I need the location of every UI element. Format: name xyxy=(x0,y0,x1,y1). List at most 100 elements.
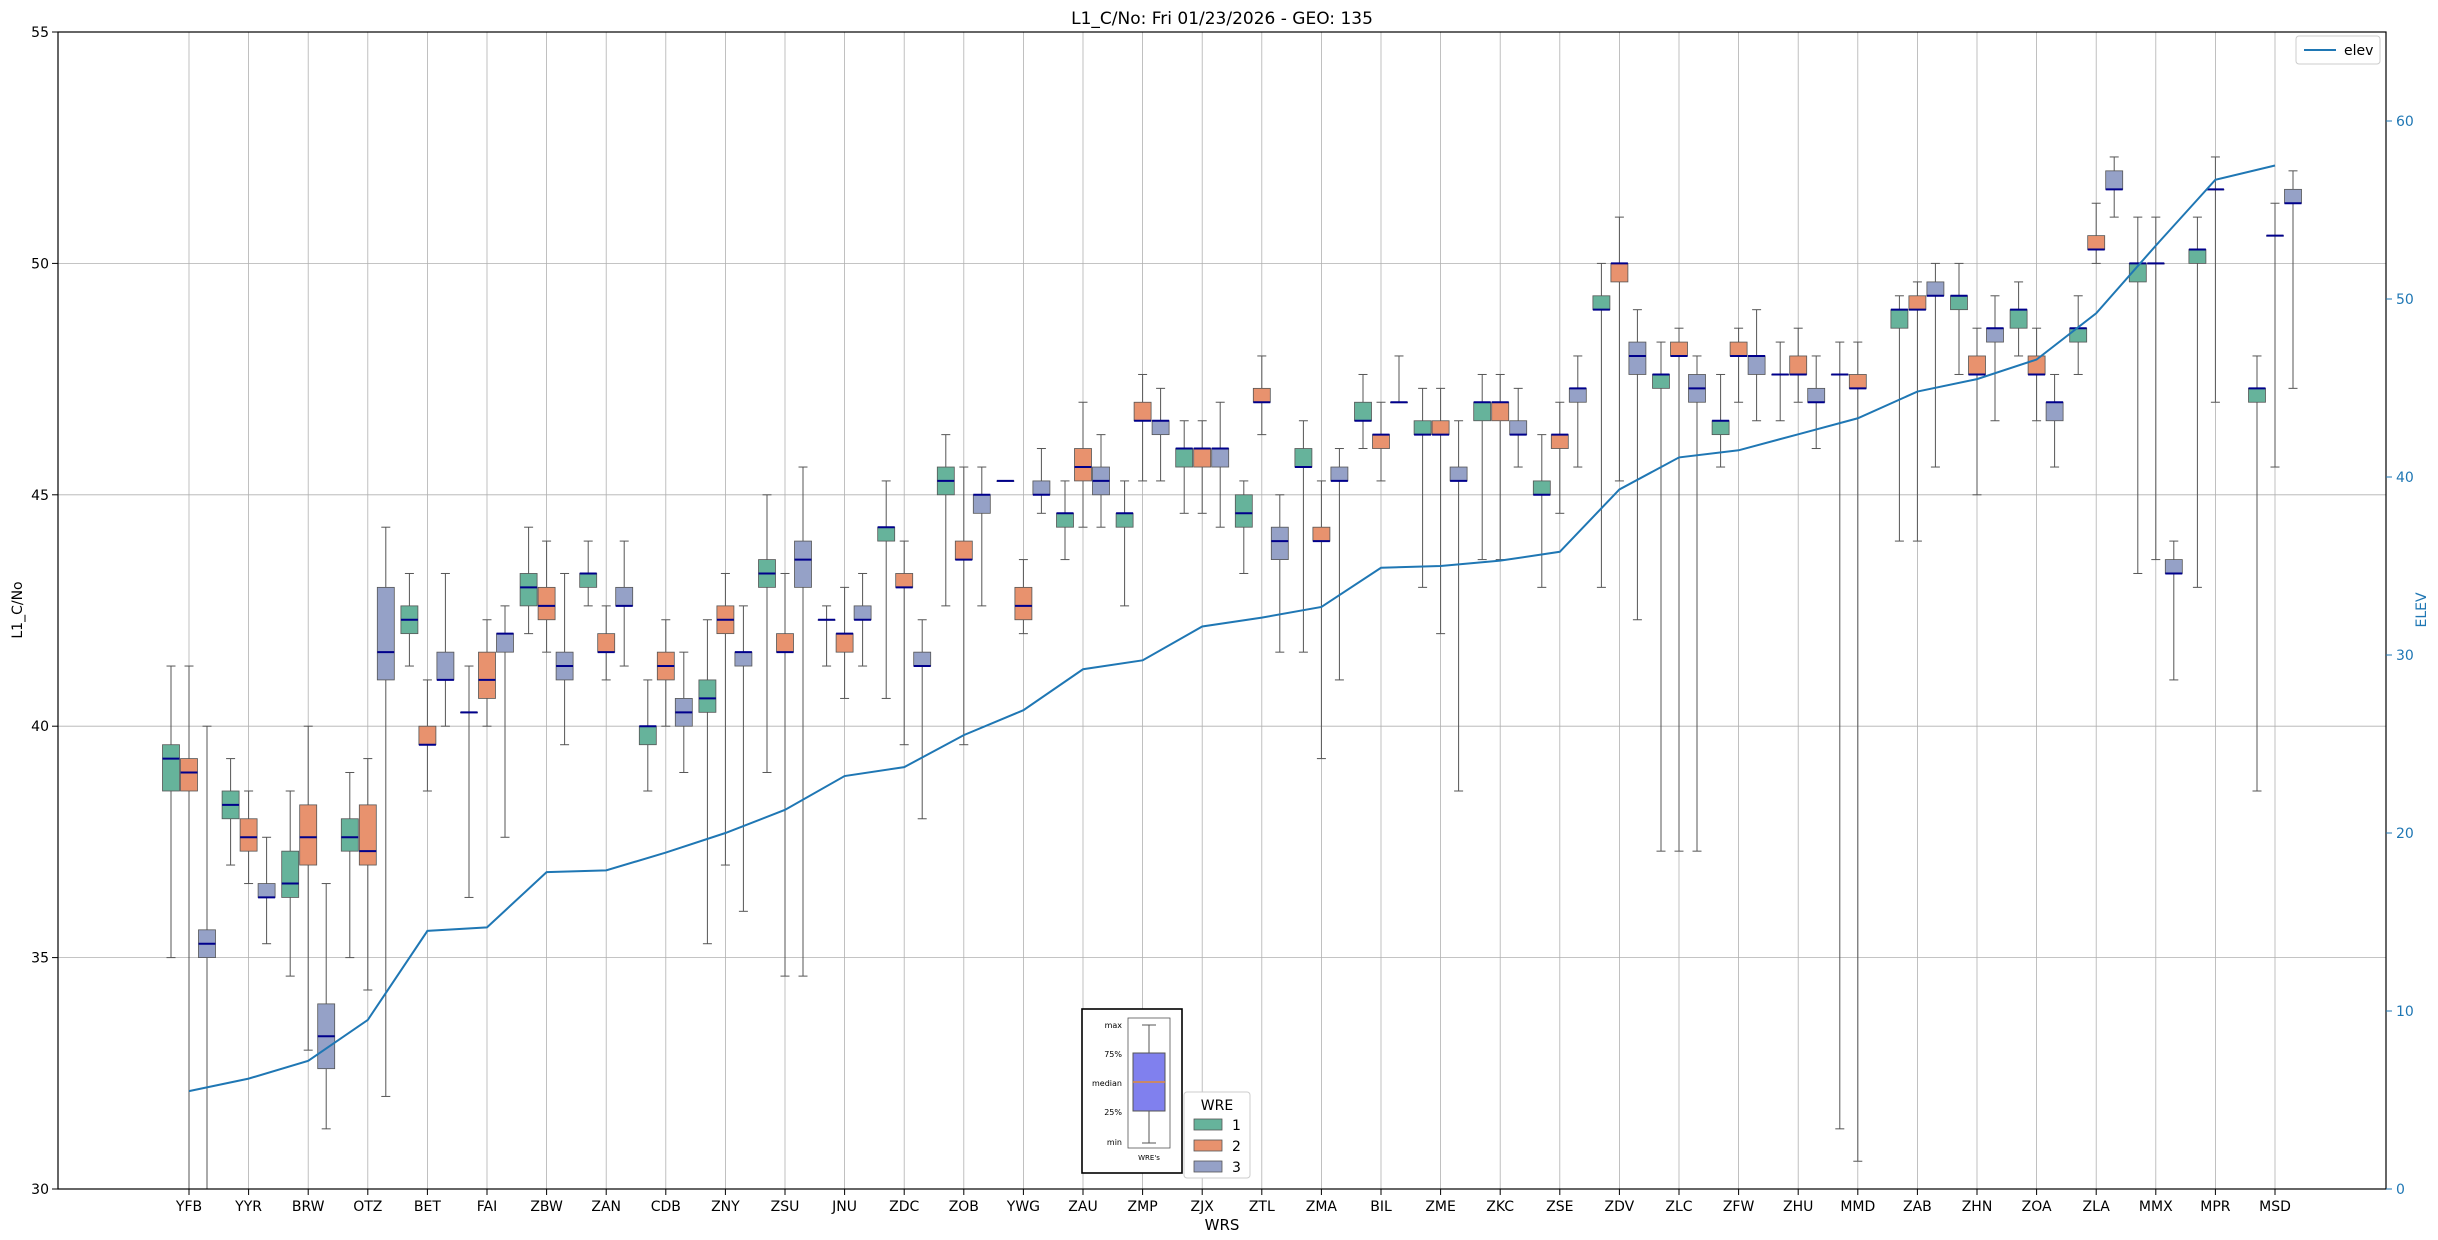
box-BRW-wre1 xyxy=(281,790,300,977)
box-iqr xyxy=(877,526,896,542)
box-ZNY-wre2 xyxy=(716,572,735,866)
y-axis-label: L1_C/No xyxy=(10,581,26,638)
x-tick-label: BIL xyxy=(1370,1199,1392,1215)
box-iqr xyxy=(972,494,991,514)
box-ZSE-wre3 xyxy=(1568,355,1587,468)
box-iqr xyxy=(1211,448,1230,468)
plot-frame xyxy=(57,31,2387,1190)
box-iqr xyxy=(1747,355,1766,375)
box-ZSU-wre1 xyxy=(758,494,776,773)
box-YWG-wre3 xyxy=(1032,448,1051,514)
box-iqr xyxy=(1890,309,1909,329)
box-MMX-wre3 xyxy=(2164,540,2183,681)
box-ZNY-wre1 xyxy=(698,619,717,945)
box-iqr xyxy=(1413,420,1432,436)
box-MMD-wre1 xyxy=(1830,341,1849,1130)
box-ZME-wre3 xyxy=(1449,420,1468,792)
box-ZMP-wre3 xyxy=(1151,387,1170,482)
elev-line xyxy=(188,164,2276,1093)
inset-caption: WRE's xyxy=(1138,1154,1160,1162)
x-tick-label: ZDV xyxy=(1605,1199,1635,1215)
x-tick-label: YWG xyxy=(1006,1199,1040,1215)
box-MSD-wre1 xyxy=(2248,355,2266,792)
box-OTZ-wre2 xyxy=(358,758,377,991)
box-iqr xyxy=(1652,374,1670,389)
box-iqr xyxy=(1926,281,1945,297)
box-iqr xyxy=(1234,494,1253,528)
x-axis-label: WRS xyxy=(1205,1216,1240,1234)
box-iqr xyxy=(1312,526,1331,542)
wre-legend-label-1: 1 xyxy=(1232,1118,1241,1134)
box-BET-wre1 xyxy=(400,572,419,667)
box-iqr xyxy=(496,633,514,653)
wre-legend-label-2: 2 xyxy=(1232,1139,1241,1155)
box-iqr xyxy=(340,818,359,852)
box-ZAB-wre3 xyxy=(1926,262,1945,468)
box-ZAB-wre1 xyxy=(1890,295,1909,542)
box-iqr xyxy=(2284,188,2302,204)
x-tick-label: CDB xyxy=(651,1199,681,1215)
box-ZDV-wre1 xyxy=(1592,262,1611,588)
box-iqr xyxy=(299,804,318,866)
box-iqr xyxy=(1473,401,1492,422)
box-iqr xyxy=(913,651,932,667)
box-iqr xyxy=(1354,401,1372,422)
boxplot-key-inset: max 75% median 25% min WRE's xyxy=(1081,1008,1183,1174)
box-ZKC-wre3 xyxy=(1509,387,1528,468)
box-iqr xyxy=(698,679,717,713)
inset-label-q3: 75% xyxy=(1104,1050,1122,1059)
elev-layer xyxy=(188,164,2276,1093)
x-tick-label: ZMA xyxy=(1306,1199,1338,1215)
box-ZSU-wre3 xyxy=(794,466,812,977)
box-BIL-wre1 xyxy=(1354,373,1372,450)
box-iqr xyxy=(895,573,914,588)
x-tick-label: OTZ xyxy=(353,1199,382,1215)
box-iqr xyxy=(1056,512,1074,528)
box-ZKC-wre2 xyxy=(1491,373,1510,561)
box-MMD-wre2 xyxy=(1848,341,1867,1162)
elev-legend-label: elev xyxy=(2344,43,2373,59)
box-ZDC-wre1 xyxy=(877,480,896,699)
box-iqr xyxy=(579,573,598,588)
box-iqr xyxy=(794,540,812,588)
box-ZOB-wre1 xyxy=(936,434,955,607)
box-iqr xyxy=(180,758,198,792)
box-ZAB-wre2 xyxy=(1908,281,1927,542)
box-iqr xyxy=(734,651,753,667)
box-MMX-wre2 xyxy=(2146,216,2165,561)
box-ZSU-wre2 xyxy=(776,572,794,977)
y-tick-label: 45 xyxy=(31,488,49,504)
box-ZAU-wre1 xyxy=(1056,480,1074,561)
y2-tick-label: 10 xyxy=(2396,1004,2414,1020)
wre-legend-swatch-3 xyxy=(1193,1160,1223,1173)
box-iqr xyxy=(1550,434,1569,449)
box-iqr xyxy=(1431,420,1450,436)
box-YYR-wre3 xyxy=(257,836,276,945)
box-ZLC-wre1 xyxy=(1652,341,1670,852)
box-MMX-wre1 xyxy=(2128,216,2147,574)
wre-legend-swatch-1 xyxy=(1193,1118,1223,1131)
box-iqr xyxy=(2009,309,2028,329)
box-iqr xyxy=(1252,387,1271,403)
box-JNU-wre2 xyxy=(835,586,854,699)
box-ZLA-wre2 xyxy=(2087,202,2106,264)
y2-tick-label: 20 xyxy=(2396,826,2414,842)
y2-tick-label: 50 xyxy=(2396,292,2414,308)
box-ZFW-wre3 xyxy=(1747,309,1766,422)
y-tick-label: 35 xyxy=(31,951,49,967)
box-BIL-wre2 xyxy=(1372,401,1390,482)
box-iqr xyxy=(2069,327,2088,343)
box-ZBW-wre1 xyxy=(519,526,538,635)
box-iqr xyxy=(1950,295,1968,311)
box-iqr xyxy=(1032,480,1051,496)
box-iqr xyxy=(281,850,300,898)
box-iqr xyxy=(257,883,276,898)
box-iqr xyxy=(358,804,377,866)
box-iqr xyxy=(1628,341,1647,375)
box-iqr xyxy=(1592,295,1611,311)
box-ZME-wre2 xyxy=(1431,387,1450,635)
box-ZBW-wre3 xyxy=(555,572,574,746)
wre-legend-title: WRE xyxy=(1201,1098,1233,1114)
box-JNU-wre1 xyxy=(817,605,836,667)
